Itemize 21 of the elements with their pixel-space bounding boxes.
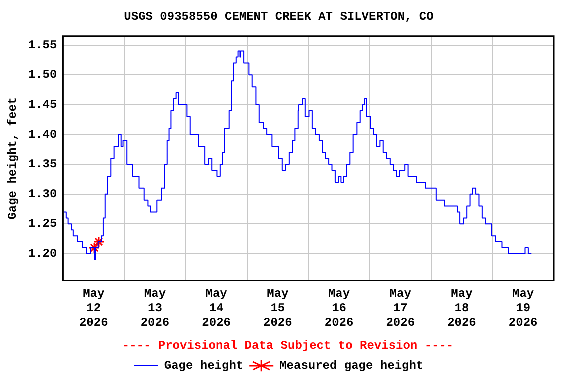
text: ---- Provisional Data Subject to Revision ---- (122, 339, 454, 354)
x-tick-label: May 12 2026 (79, 287, 108, 330)
y-tick-label: 1.45 (28, 98, 58, 112)
y-axis-title: Gage height, feet (6, 97, 20, 220)
y-tick-label: 1.40 (28, 128, 58, 142)
legend-label: Gage height (164, 359, 244, 374)
x-tick-label: May 16 2026 (324, 287, 354, 330)
x-tick-label: May 14 2026 (202, 287, 231, 330)
x-tick-label: May 18 2026 (448, 287, 476, 330)
x-tick-label: May 19 2026 (508, 287, 538, 330)
y-tick-label: 1.55 (28, 38, 58, 52)
y-tick-label: 1.30 (28, 187, 58, 202)
y-tick-label: 1.50 (28, 68, 58, 82)
y-tick-label: 1.25 (28, 217, 58, 232)
x-tick-label: May 17 2026 (386, 287, 416, 330)
chart-title: USGS 09358550 CEMENT CREEK AT SILVERTON, CO (124, 10, 434, 24)
y-tick-label: 1.20 (28, 246, 58, 261)
legend-label: Measured gage height (280, 359, 424, 374)
x-tick-label: May 15 2026 (264, 287, 292, 330)
x-tick-label: May 13 2026 (140, 287, 170, 330)
y-tick-label: 1.35 (28, 158, 58, 172)
